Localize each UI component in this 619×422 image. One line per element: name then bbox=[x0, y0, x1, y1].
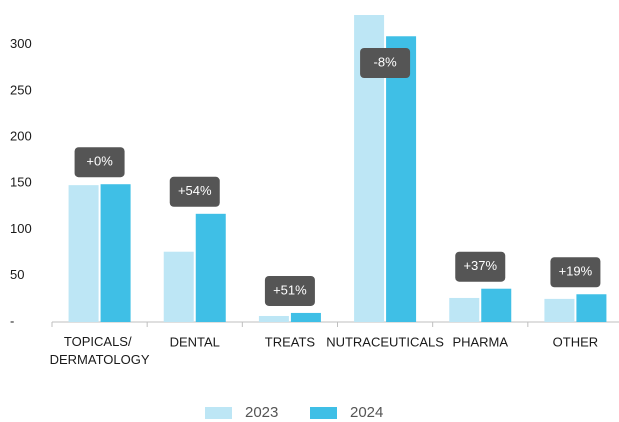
y-tick-label: 200 bbox=[10, 128, 32, 143]
legend-swatch bbox=[205, 407, 232, 419]
bar bbox=[290, 312, 321, 322]
y-tick-label: 50 bbox=[10, 267, 24, 282]
bar bbox=[258, 315, 289, 322]
x-tick-label: PHARMA bbox=[452, 334, 508, 349]
annotation-box bbox=[74, 147, 125, 178]
x-tick-label: TOPICALS/ DERMATOLOGY bbox=[50, 334, 150, 367]
annotation-box bbox=[264, 275, 315, 306]
annotation: +19% bbox=[559, 264, 593, 279]
annotation: +37% bbox=[463, 258, 497, 273]
bar bbox=[449, 297, 480, 322]
bar bbox=[386, 36, 417, 323]
annotation: +51% bbox=[273, 282, 307, 297]
y-tick-label: 100 bbox=[10, 221, 32, 236]
x-tick-label: TREATS bbox=[265, 334, 316, 349]
y-tick-label: - bbox=[10, 313, 14, 328]
x-tick-label: OTHER bbox=[553, 334, 599, 349]
x-tick-label: DENTAL bbox=[170, 334, 220, 349]
annotation: -8% bbox=[374, 54, 398, 69]
bar bbox=[576, 294, 607, 322]
bar bbox=[68, 185, 99, 322]
annotation-box bbox=[169, 176, 220, 207]
bar bbox=[195, 213, 226, 322]
annotation: +54% bbox=[178, 183, 212, 198]
x-tick-label: NUTRACEUTICALS bbox=[326, 334, 444, 349]
bar bbox=[544, 298, 575, 322]
annotation-box bbox=[455, 251, 506, 282]
y-tick-label: 150 bbox=[10, 175, 32, 190]
y-tick-label: 300 bbox=[10, 36, 32, 51]
bar bbox=[163, 251, 194, 322]
bar bbox=[481, 288, 512, 322]
legend-swatch bbox=[310, 407, 337, 419]
annotation-box bbox=[550, 257, 601, 288]
annotation-box bbox=[360, 48, 411, 78]
legend-label: 2023 bbox=[245, 404, 278, 421]
bar bbox=[100, 184, 131, 322]
annotation: +0% bbox=[86, 154, 113, 169]
legend-label: 2024 bbox=[350, 404, 383, 421]
y-tick-label: 250 bbox=[10, 82, 32, 97]
